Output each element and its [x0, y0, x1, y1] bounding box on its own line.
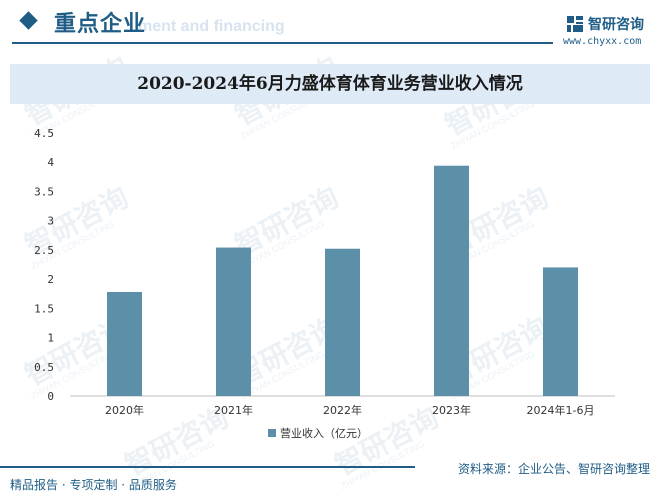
header-background-text: ment and financing [138, 18, 285, 35]
header-divider [12, 42, 553, 44]
y-tick-label: 2.5 [34, 244, 54, 257]
chart-title-band: 2020-2024年6月力盛体育体育业务营业收入情况 [10, 64, 650, 104]
y-tick-label: 4.5 [34, 127, 54, 140]
brand-name: 智研咨询 [588, 17, 644, 33]
x-tick-label: 2022年 [323, 403, 362, 417]
bar [543, 267, 578, 396]
chart-title: 2020-2024年6月力盛体育体育业务营业收入情况 [137, 74, 523, 94]
legend-swatch [268, 429, 276, 437]
brand-url: www.chyxx.com [563, 36, 642, 47]
brand-logo-icon [567, 16, 583, 32]
y-tick-label: 3 [47, 215, 54, 228]
section-title: 重点企业 [54, 12, 147, 37]
brand: 智研咨询 [566, 14, 644, 34]
y-tick-label: 3.5 [34, 185, 54, 198]
source-note: 资料来源：企业公告、智研咨询整理 [457, 462, 650, 476]
bar [434, 165, 469, 396]
y-tick-label: 4 [47, 156, 54, 169]
bar [325, 248, 360, 396]
legend-label: 营业收入（亿元） [280, 426, 368, 440]
footer-slogan: 精品报告 · 专项定制 · 品质服务 [10, 478, 177, 492]
x-tick-label: 2020年 [105, 403, 144, 417]
y-tick-label: 2 [47, 273, 54, 286]
y-tick-label: 1.5 [34, 302, 54, 315]
x-tick-label: 2023年 [432, 403, 471, 417]
y-tick-label: 1 [47, 332, 54, 345]
y-tick-label: 0.5 [34, 361, 54, 374]
y-tick-label: 0 [47, 390, 54, 403]
page-header: ment and financing 重点企业 智研咨询 www.chyxx.c… [0, 0, 660, 50]
x-tick-label: 2021年 [214, 403, 253, 417]
footer-divider [0, 466, 415, 468]
bar [216, 247, 251, 396]
x-tick-label: 2024年1-6月 [527, 403, 595, 417]
bar [107, 291, 142, 396]
